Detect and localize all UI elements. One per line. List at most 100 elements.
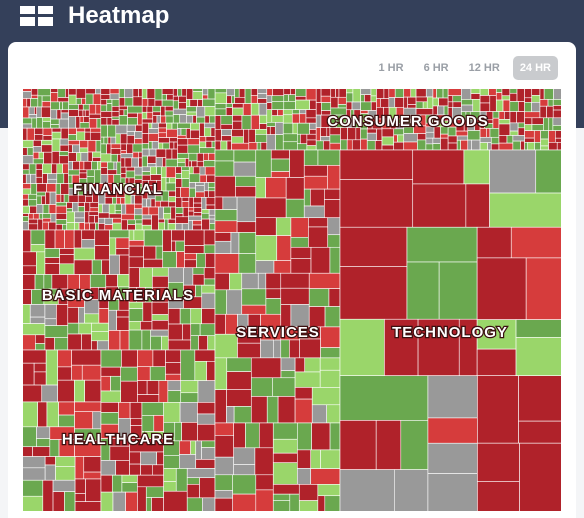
heatmap-tile [328,288,341,307]
heatmap-tile [272,493,291,501]
heatmap-tile [330,88,336,98]
heatmap-tile [477,375,519,444]
heatmap-tile [438,261,478,320]
heatmap-tile [42,173,48,184]
time-range-button[interactable]: 12 HR [468,62,500,74]
heatmap-tile [393,141,405,151]
heatmap-tile [290,246,312,259]
heatmap-tile [193,166,201,175]
heatmap-tile [132,96,143,107]
heatmap-tile [175,240,185,252]
heatmap-tile [388,88,396,98]
time-range-button[interactable]: 6 HR [423,62,449,74]
heatmap-tile [230,232,240,254]
heatmap-tile [56,163,63,174]
heatmap-tile [255,235,278,261]
heatmap-tile [158,380,169,403]
time-range-button[interactable]: 1 HR [378,62,404,74]
heatmap-tile [388,97,396,108]
heatmap-tile [226,357,252,372]
heatmap-tile [248,142,258,151]
heatmap-tile [270,149,290,160]
heatmap-tile [535,149,562,194]
heatmap-tile [147,163,157,168]
heatmap-tile [138,88,143,98]
heatmap-tile [201,284,216,294]
heatmap-tile [44,456,56,466]
heatmap-tile [98,203,103,214]
heatmap-tile [381,128,395,138]
heatmap-tile [134,166,143,176]
heatmap-tile [305,117,317,124]
heatmap-tile [168,196,176,203]
heatmap-tile [181,178,190,188]
heatmap-tile [190,440,197,455]
heatmap-tile [137,349,154,368]
heatmap-tile [84,313,100,324]
heatmap-tile [83,116,90,123]
heatmap-tile [168,190,176,197]
heatmap-tile [117,274,130,288]
heatmap-tile [164,105,174,112]
heatmap-tile [125,203,135,215]
heatmap-tile [29,205,38,214]
heatmap-tile [169,141,175,150]
heatmap-tile [425,143,434,151]
heatmap-tile [145,497,152,512]
heatmap-tile [55,224,63,231]
heatmap-tile [128,256,144,269]
heatmap-tile [84,202,91,213]
heatmap-tile [22,229,32,253]
heatmap-tile [516,111,525,124]
heatmap-tile [83,471,102,480]
heatmap-tile [22,401,38,428]
heatmap-tile [193,212,202,217]
heatmap-tile [63,173,69,184]
heatmap-tile [22,139,34,149]
heatmap-tile [231,142,250,151]
heatmap-tile [187,144,200,154]
heatmap-tile [188,173,201,183]
heatmap-tile [209,218,216,224]
heatmap-tile [171,122,178,130]
heatmap-tile [199,323,216,337]
heatmap-tile [140,464,153,476]
heatmap-tile [311,387,341,406]
time-range-group: 1 HR 6 HR 12 HR 24 HR [372,56,558,80]
heatmap-tile [81,97,87,105]
heatmap-tile [167,218,176,224]
heatmap-tile [32,139,42,147]
heatmap-tile [141,88,148,100]
heatmap-tile [308,272,341,289]
heatmap-tile [506,135,514,144]
heatmap-tile [120,133,128,145]
heatmap-tile [22,106,30,119]
heatmap-tile [492,111,500,119]
time-range-button[interactable]: 24 HR [512,56,558,80]
heatmap-tile [197,380,216,403]
heatmap-tile [179,402,198,423]
heatmap-tile [186,468,216,479]
heatmap-tile [403,133,418,143]
heatmap-tile [107,136,112,145]
heatmap-tile [171,148,178,160]
heatmap-tile [177,158,186,163]
heatmap-tile [310,246,331,274]
heatmap-tile [214,490,234,499]
heatmap-tile [294,398,313,424]
heatmap-tile [151,497,164,512]
heatmap-tile [394,469,429,512]
heatmap-tile [403,96,409,109]
heatmap-tile [194,349,216,362]
heatmap-tile [188,152,198,162]
heatmap-tile [121,219,128,231]
heatmap-tile [553,88,562,100]
heatmap-tile [490,136,500,145]
heatmap-tile [114,203,122,211]
heatmap-tile [68,169,80,176]
heatmap-tile [37,401,48,428]
heatmap-tile [67,322,80,335]
heatmap-tile [147,155,157,164]
heatmap-tile [76,152,82,162]
heatmap-tile [120,166,127,174]
